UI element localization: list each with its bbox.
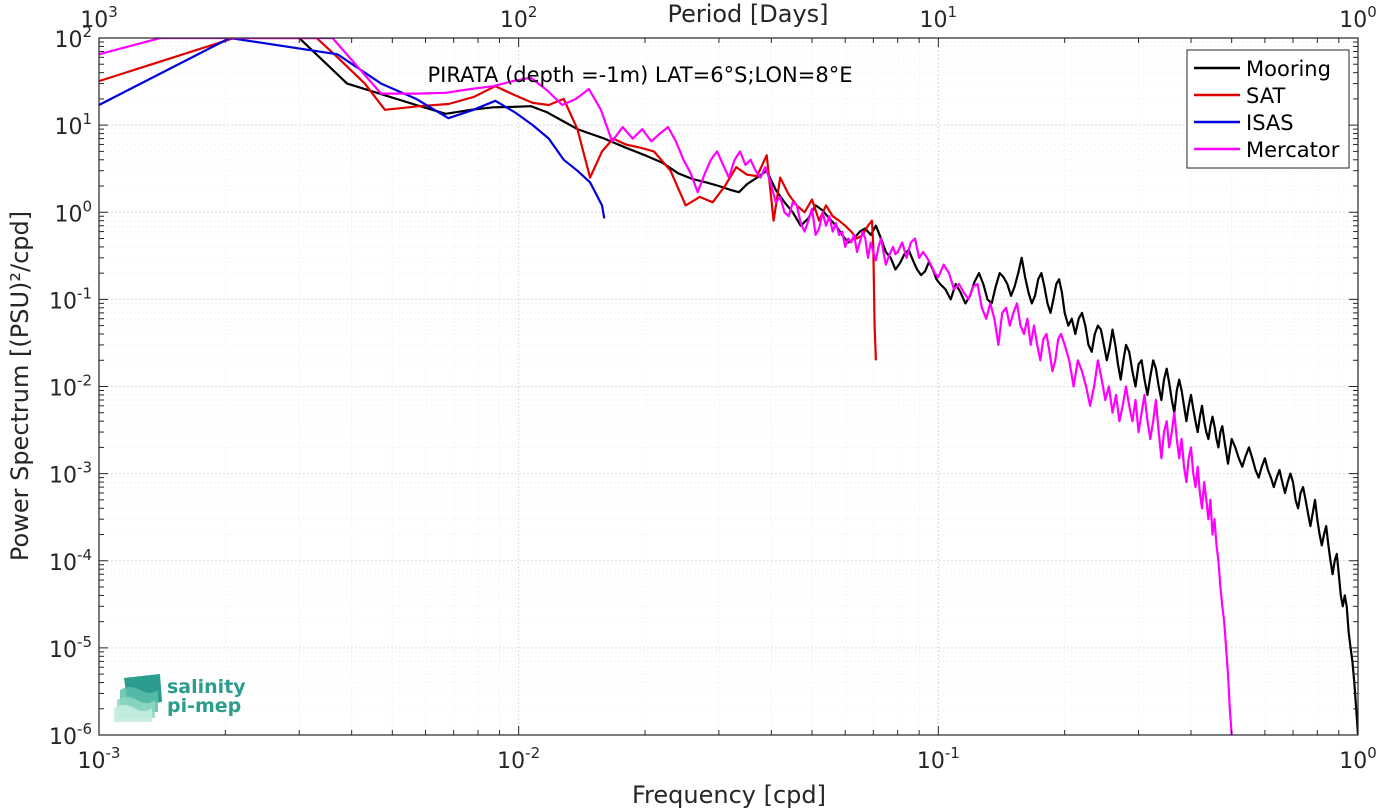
tick-exponent: 2 xyxy=(528,3,538,21)
series-lines xyxy=(99,38,1358,735)
legend: Mooring SAT ISAS Mercator xyxy=(1186,49,1350,169)
y-tick-label: 10-1 xyxy=(49,284,92,314)
chart-title: PIRATA (depth =-1m) LAT=6°S;LON=8°E xyxy=(428,63,853,87)
tick-exponent: -1 xyxy=(77,284,92,302)
waves-icon xyxy=(114,674,162,722)
tick-exponent: 3 xyxy=(108,3,118,21)
tick-base: 10 xyxy=(500,8,528,33)
tick-base: 10 xyxy=(920,8,948,33)
tick-base: 10 xyxy=(54,202,82,227)
tick-exponent: -4 xyxy=(77,546,92,564)
logo-text-line1: salinity xyxy=(167,676,246,698)
y-axis-label: Power Spectrum [(PSU)²/cpd] xyxy=(6,211,34,561)
tick-base: 10 xyxy=(49,464,77,489)
logo-text-line2: pi-mep xyxy=(167,695,241,717)
tick-exponent: 0 xyxy=(82,197,92,215)
legend-items: Mooring SAT ISAS Mercator xyxy=(1194,57,1340,162)
tick-exponent: 0 xyxy=(1367,744,1377,762)
x2-tick-label: 100 xyxy=(1339,3,1377,33)
y-tick-label: 10-3 xyxy=(49,459,92,489)
series-line-mercator xyxy=(99,38,1233,735)
tick-exponent: 2 xyxy=(82,23,92,41)
x2-axis-label: Period [Days] xyxy=(667,0,828,28)
y-tick-label: 102 xyxy=(54,23,92,53)
x-tick-label: 10-2 xyxy=(497,744,540,774)
tick-exponent: 0 xyxy=(1367,3,1377,21)
y-tick-label: 10-6 xyxy=(49,720,92,750)
y-tick-label: 100 xyxy=(54,197,92,227)
legend-label-isas: ISAS xyxy=(1246,111,1294,135)
axis-ticks xyxy=(98,38,1358,736)
series-line-sat xyxy=(99,38,877,361)
tick-exponent: -6 xyxy=(77,720,92,738)
tick-exponent: -2 xyxy=(77,372,92,390)
legend-label-sat: SAT xyxy=(1246,84,1285,108)
tick-base: 10 xyxy=(78,749,106,774)
tick-base: 10 xyxy=(49,638,77,663)
tick-exponent: -3 xyxy=(106,744,121,762)
legend-label-mercator: Mercator xyxy=(1246,138,1340,162)
x-tick-label: 100 xyxy=(1339,744,1377,774)
x2-tick-label: 101 xyxy=(920,3,958,33)
y-tick-label: 101 xyxy=(54,110,92,140)
salinity-pi-mep-logo: salinity pi-mep xyxy=(114,674,246,722)
tick-exponent: 1 xyxy=(82,110,92,128)
x-tick-label: 10-1 xyxy=(917,744,960,774)
tick-base: 10 xyxy=(917,749,945,774)
tick-base: 10 xyxy=(49,289,77,314)
tick-base: 10 xyxy=(49,551,77,576)
tick-exponent: -5 xyxy=(77,633,92,651)
tick-base: 10 xyxy=(1339,749,1367,774)
tick-base: 10 xyxy=(54,28,82,53)
tick-base: 10 xyxy=(497,749,525,774)
y-tick-label: 10-2 xyxy=(49,372,92,402)
x-axis-label: Frequency [cpd] xyxy=(632,781,826,809)
tick-base: 10 xyxy=(49,377,77,402)
legend-label-mooring: Mooring xyxy=(1246,57,1331,81)
tick-base: 10 xyxy=(80,8,108,33)
tick-base: 10 xyxy=(54,115,82,140)
x-tick-label: 10-3 xyxy=(78,744,121,774)
y-tick-label: 10-5 xyxy=(49,633,92,663)
tick-exponent: 1 xyxy=(948,3,958,21)
tick-exponent: -2 xyxy=(525,744,540,762)
tick-exponent: -1 xyxy=(945,744,960,762)
y-tick-label: 10-4 xyxy=(49,546,92,576)
x2-tick-label: 102 xyxy=(500,3,538,33)
tick-exponent: -3 xyxy=(77,459,92,477)
x2-tick-label: 103 xyxy=(80,3,118,33)
tick-base: 10 xyxy=(49,725,77,750)
tick-base: 10 xyxy=(1339,8,1367,33)
